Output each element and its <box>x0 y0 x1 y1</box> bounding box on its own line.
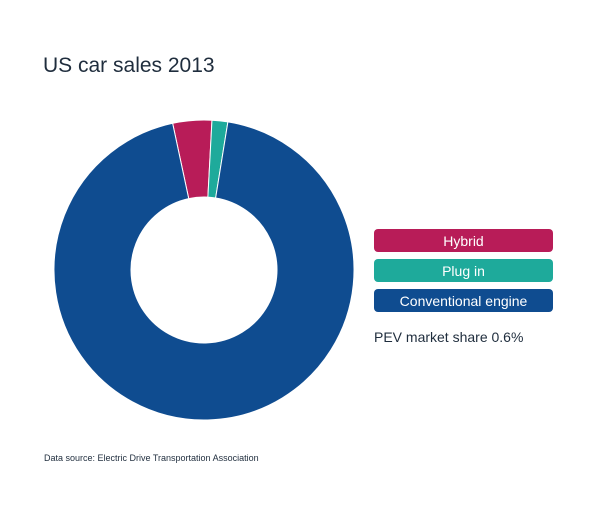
legend: Hybrid Plug in Conventional engine <box>374 229 553 319</box>
legend-label-plug-in: Plug in <box>442 262 485 279</box>
data-source: Data source: Electric Drive Transportati… <box>44 453 259 463</box>
slice-conventional-engine <box>53 121 355 421</box>
legend-label-conventional-engine: Conventional engine <box>399 292 528 309</box>
legend-item-plug-in: Plug in <box>374 259 553 282</box>
legend-item-conventional-engine: Conventional engine <box>374 289 553 312</box>
pev-market-share-note: PEV market share 0.6% <box>374 329 524 345</box>
chart-title: US car sales 2013 <box>43 54 215 77</box>
donut-slices <box>53 119 355 421</box>
legend-item-hybrid: Hybrid <box>374 229 553 252</box>
legend-label-hybrid: Hybrid <box>443 232 484 249</box>
